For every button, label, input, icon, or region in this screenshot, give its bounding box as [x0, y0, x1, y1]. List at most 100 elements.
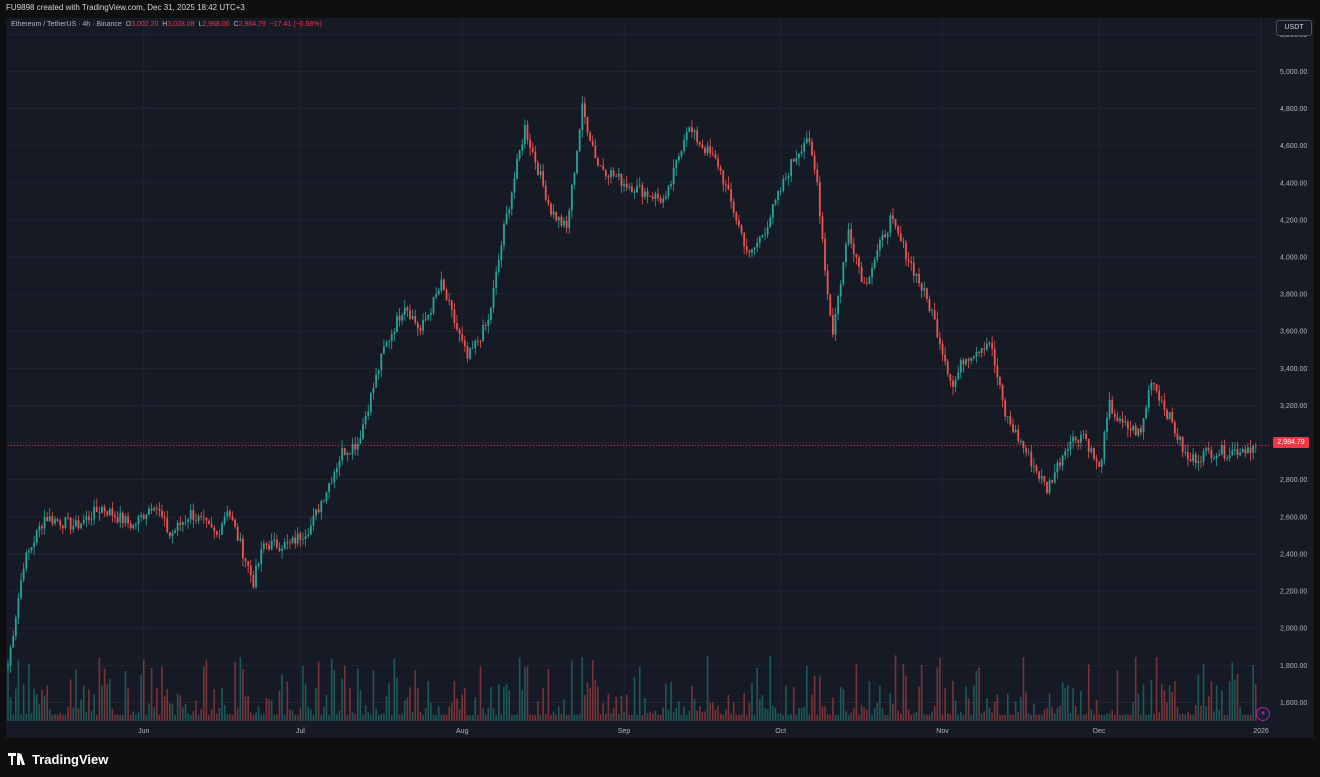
volume-bar — [249, 712, 252, 721]
candle-body — [508, 209, 511, 214]
volume-bar — [464, 688, 466, 721]
candle-body — [910, 261, 913, 263]
candle-body — [1236, 449, 1239, 455]
volume-bar — [85, 712, 88, 721]
volume-bar — [946, 713, 949, 721]
candle-body — [286, 541, 289, 543]
volume-bar — [161, 666, 163, 721]
candle-body — [1119, 418, 1121, 421]
volume-bar — [894, 655, 897, 721]
candle-body — [9, 647, 12, 666]
candle-body — [688, 127, 691, 132]
candle-body — [923, 288, 926, 291]
candle-body — [657, 193, 659, 198]
volume-bar — [236, 708, 239, 721]
candle-body — [902, 241, 905, 243]
candle-body — [239, 538, 242, 541]
candle-body — [965, 359, 967, 365]
volume-bar — [184, 704, 187, 721]
volume-bar — [719, 713, 722, 721]
candle-body — [1179, 436, 1181, 440]
candle-body — [409, 310, 411, 319]
volume-bar — [524, 667, 526, 721]
candle-body — [672, 167, 675, 185]
volume-bar — [221, 687, 223, 721]
candle-body — [714, 154, 717, 159]
volume-bar — [508, 690, 510, 721]
candle-body — [1176, 433, 1179, 440]
chart-panel[interactable] — [6, 18, 1314, 738]
volume-bar — [310, 709, 312, 721]
volume-bar — [242, 668, 244, 721]
volume-bar — [257, 706, 260, 721]
volume-bar — [1161, 684, 1163, 721]
volume-bar — [247, 696, 249, 721]
volume-bar — [889, 692, 892, 721]
candle-body — [693, 130, 696, 133]
volume-bar — [182, 707, 184, 721]
candle-body — [931, 310, 933, 312]
candle-body — [905, 242, 907, 260]
volume-bar — [1228, 681, 1231, 721]
volume-bar — [69, 679, 72, 721]
candle-body — [22, 568, 25, 581]
volume-bar — [1087, 664, 1090, 721]
volume-bar — [497, 684, 500, 721]
candle-body — [1025, 448, 1027, 453]
candle-body — [581, 103, 584, 130]
candle-body — [247, 561, 250, 566]
volume-bar — [732, 702, 735, 721]
candle-body — [416, 322, 419, 329]
x-tick-label: Dec — [1093, 728, 1106, 735]
volume-bar — [646, 713, 649, 721]
candle-body — [1200, 461, 1202, 463]
candle-body — [829, 294, 832, 316]
candle-body — [359, 438, 362, 444]
volume-bar — [1124, 713, 1127, 721]
volume-bar — [9, 697, 12, 721]
candle-body — [51, 516, 54, 524]
y-tick-label: 2,800.00 — [1280, 477, 1307, 484]
candle-body — [27, 550, 30, 553]
candle-body — [696, 130, 699, 143]
volume-bar — [988, 707, 991, 721]
candle-body — [1187, 452, 1189, 460]
volume-bar — [1184, 714, 1187, 721]
candle-body — [336, 467, 338, 473]
volume-bar — [973, 685, 975, 721]
volume-bar — [1200, 705, 1202, 721]
volume-bar — [1247, 714, 1249, 721]
volume-bar — [811, 694, 813, 721]
volume-bar — [150, 668, 153, 721]
candle-body — [967, 359, 970, 361]
candle-body — [576, 150, 578, 174]
tradingview-logo[interactable]: TradingView — [8, 752, 108, 767]
volume-bar — [876, 702, 879, 721]
volume-bar — [839, 686, 842, 721]
candle-body — [435, 294, 438, 298]
candle-body — [432, 297, 435, 313]
currency-button[interactable]: USDT — [1276, 20, 1312, 36]
candle-body — [38, 526, 41, 531]
candle-body — [161, 510, 163, 517]
y-tick-label: 4,000.00 — [1280, 255, 1307, 262]
candle-body — [852, 243, 855, 255]
volume-bar — [1098, 714, 1100, 721]
volume-bar — [114, 714, 116, 721]
candle-body — [427, 314, 430, 320]
volume-bar — [1142, 684, 1145, 721]
volume-bar — [907, 709, 910, 721]
volume-bar — [1218, 710, 1221, 721]
volume-bar — [607, 693, 610, 721]
volume-bar — [479, 666, 482, 721]
candle-body — [1106, 417, 1108, 432]
candle-body — [77, 520, 80, 529]
candle-body — [103, 506, 106, 512]
candle-body — [380, 353, 383, 371]
bolt-icon[interactable]: ⚡ — [1256, 707, 1270, 721]
candle-body — [1053, 472, 1056, 483]
volume-bar — [957, 715, 959, 721]
candle-body — [205, 517, 208, 521]
candle-body — [1108, 399, 1111, 418]
